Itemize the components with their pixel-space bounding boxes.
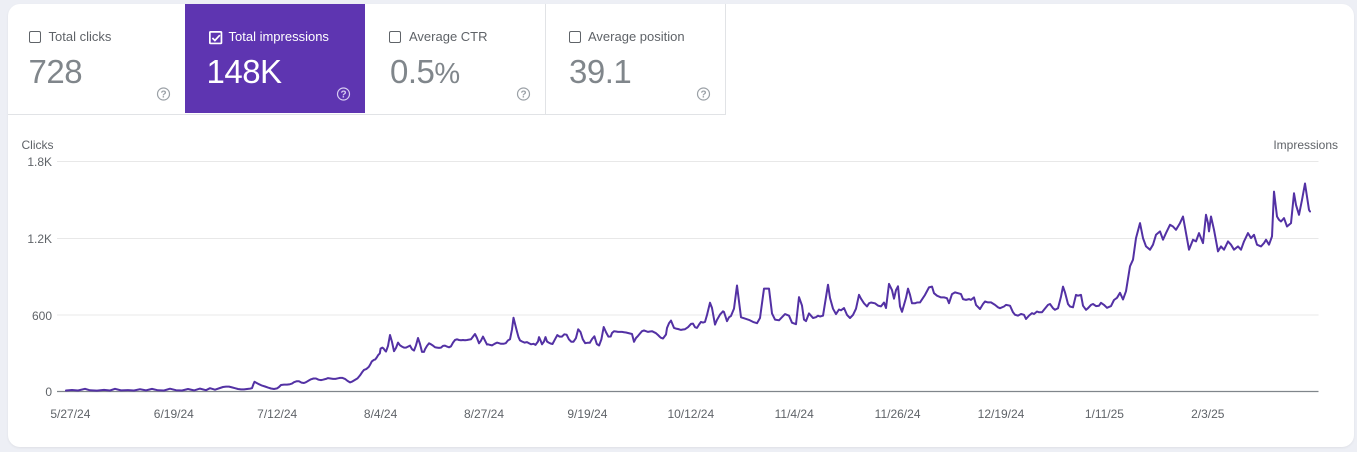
svg-text:?: ? (160, 90, 166, 101)
svg-text:?: ? (520, 90, 526, 101)
svg-text:?: ? (340, 90, 346, 101)
svg-text:?: ? (700, 90, 706, 101)
